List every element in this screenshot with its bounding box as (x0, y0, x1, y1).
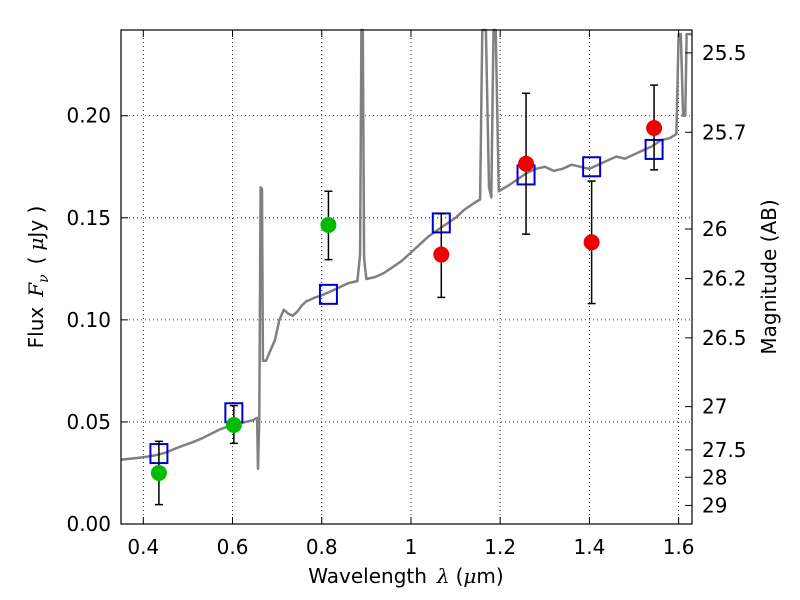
observed-point (518, 155, 535, 172)
observed-point (150, 464, 167, 481)
x-tick-label: 0.6 (217, 535, 249, 559)
magnitude-tick-label: 27 (702, 395, 727, 419)
tick-layer: 0.4 0.6 0.8 1 1.2 1.4 1.6 0.00 0.05 0.10 0.15 0.20 2… (66, 30, 747, 559)
x-tick-label: 1.2 (484, 535, 516, 559)
observed-point (225, 416, 242, 433)
grid (121, 30, 692, 525)
magnitude-tick-label: 25.5 (702, 41, 747, 65)
x-tick-label: 1 (405, 535, 418, 559)
x-axis-title: Wavelength λ (μm) (308, 564, 503, 588)
magnitude-tick-label: 25.7 (702, 120, 747, 144)
magnitude-tick-label: 27.5 (702, 438, 747, 462)
observed-points-layer (150, 119, 663, 481)
spectrum-layer (120, 28, 692, 471)
model-photometry-square (318, 283, 338, 305)
x-tick-label: 0.4 (127, 535, 159, 559)
observed-point (646, 119, 663, 136)
observed-point (583, 234, 600, 251)
observed-point (320, 216, 337, 233)
y-axis-title: FluxFν(μJy ) (24, 206, 52, 349)
model-photometry-layer (149, 138, 664, 465)
x-tick-label: 1.4 (573, 535, 605, 559)
magnitude-tick-label: 29 (702, 493, 727, 517)
observed-point (433, 246, 450, 263)
spectrum-line (120, 28, 692, 471)
y-tick-label: 0.05 (66, 410, 111, 434)
x-tick-label: 0.8 (306, 535, 338, 559)
y-tick-label: 0.00 (66, 512, 111, 536)
y-tick-label: 0.10 (66, 308, 111, 332)
magnitude-tick-label: 26 (702, 217, 727, 241)
y-tick-label: 0.20 (66, 104, 111, 128)
model-photometry-square (582, 156, 602, 178)
magnitude-tick-label: 26.2 (702, 267, 747, 291)
secondary-y-axis-title: Magnitude (AB) (757, 199, 781, 354)
plot-frame (120, 29, 693, 525)
error-bar-layer (154, 84, 659, 506)
magnitude-tick-label: 28 (702, 465, 727, 489)
y-tick-label: 0.15 (66, 206, 111, 230)
x-tick-label: 1.6 (663, 535, 695, 559)
magnitude-tick-label: 26.5 (702, 326, 747, 350)
